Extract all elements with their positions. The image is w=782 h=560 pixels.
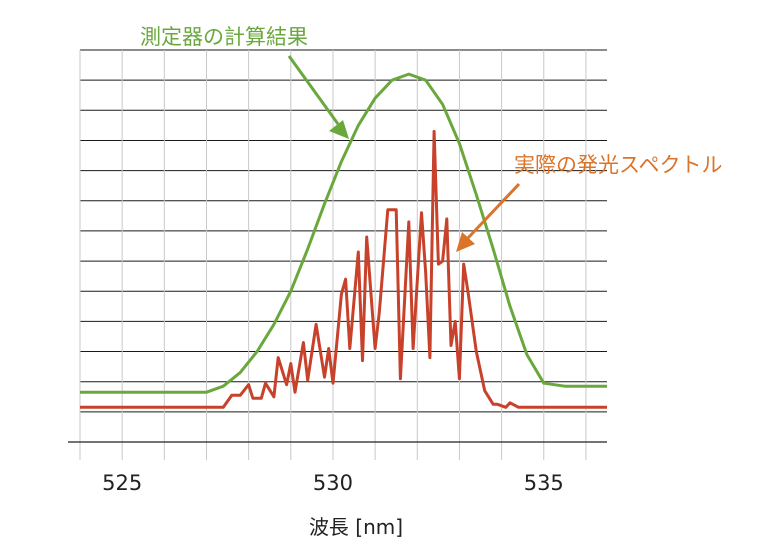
series-line-actual xyxy=(80,129,607,409)
annotation-measured-arrow-shaft xyxy=(287,55,340,125)
x-tick-label: 530 xyxy=(313,471,353,495)
x-tick-label: 535 xyxy=(524,471,564,495)
annotation-measured-arrowhead xyxy=(329,120,349,139)
vertical-grid-lines xyxy=(79,50,587,460)
annotation-actual-arrow-shaft xyxy=(466,182,521,240)
series-line-measured xyxy=(80,72,607,394)
x-tick-label: 525 xyxy=(102,471,142,495)
annotation-actual-arrowhead xyxy=(456,232,475,252)
annotation-actual-label: 実際の発光スペクトル xyxy=(514,153,723,177)
x-tick-labels: 525 530 535 xyxy=(102,471,564,495)
series-layer xyxy=(80,72,607,409)
x-axis-label: 波長 [nm] xyxy=(309,515,403,539)
annotation-measured-label: 測定器の計算結果 xyxy=(140,25,308,49)
